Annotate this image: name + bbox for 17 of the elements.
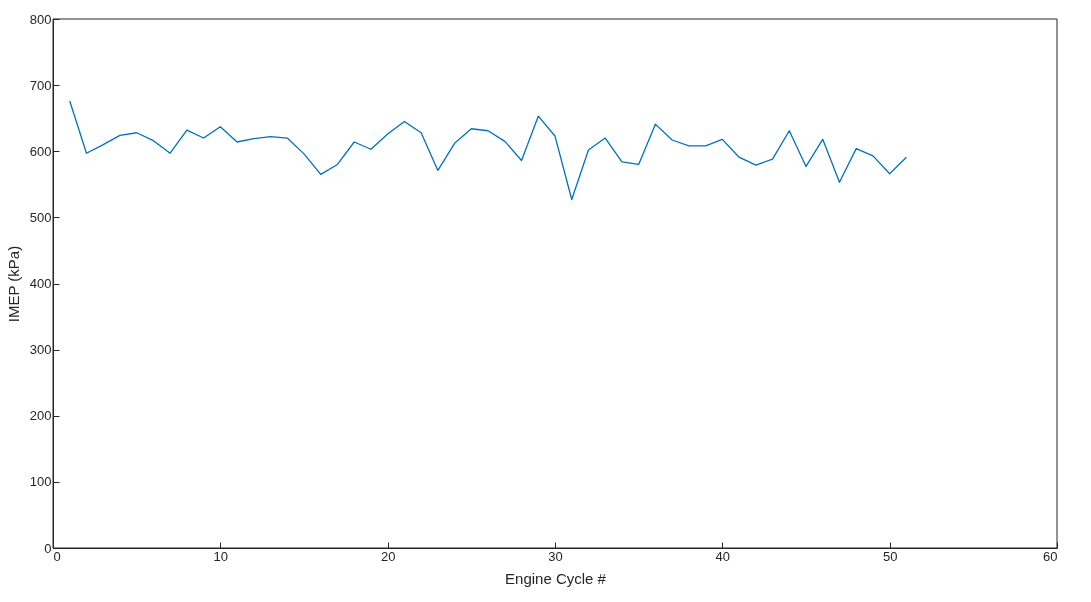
line-series (69, 100, 908, 201)
x-axis-title: Engine Cycle # (505, 569, 607, 587)
y-tick-label: 400 (29, 276, 52, 291)
y-tick-label: 500 (29, 209, 52, 225)
y-tick-label: 300 (29, 342, 52, 358)
x-tick-label: 40 (715, 548, 731, 564)
x-tick-label: 30 (548, 548, 563, 564)
y-axis-title: IMEP (kPa) (4, 245, 22, 323)
y-tick-label: 200 (29, 408, 52, 424)
x-tick-label: 20 (380, 548, 396, 564)
y-tick-label: 700 (29, 77, 52, 93)
x-tick-label: 50 (882, 548, 898, 564)
y-tick-label: 100 (29, 474, 52, 490)
x-tick-label: 10 (213, 548, 229, 564)
y-tick-label: 800 (29, 11, 52, 27)
y-tick-label: 600 (29, 143, 52, 159)
x-tick-label: 60 (1043, 548, 1058, 564)
